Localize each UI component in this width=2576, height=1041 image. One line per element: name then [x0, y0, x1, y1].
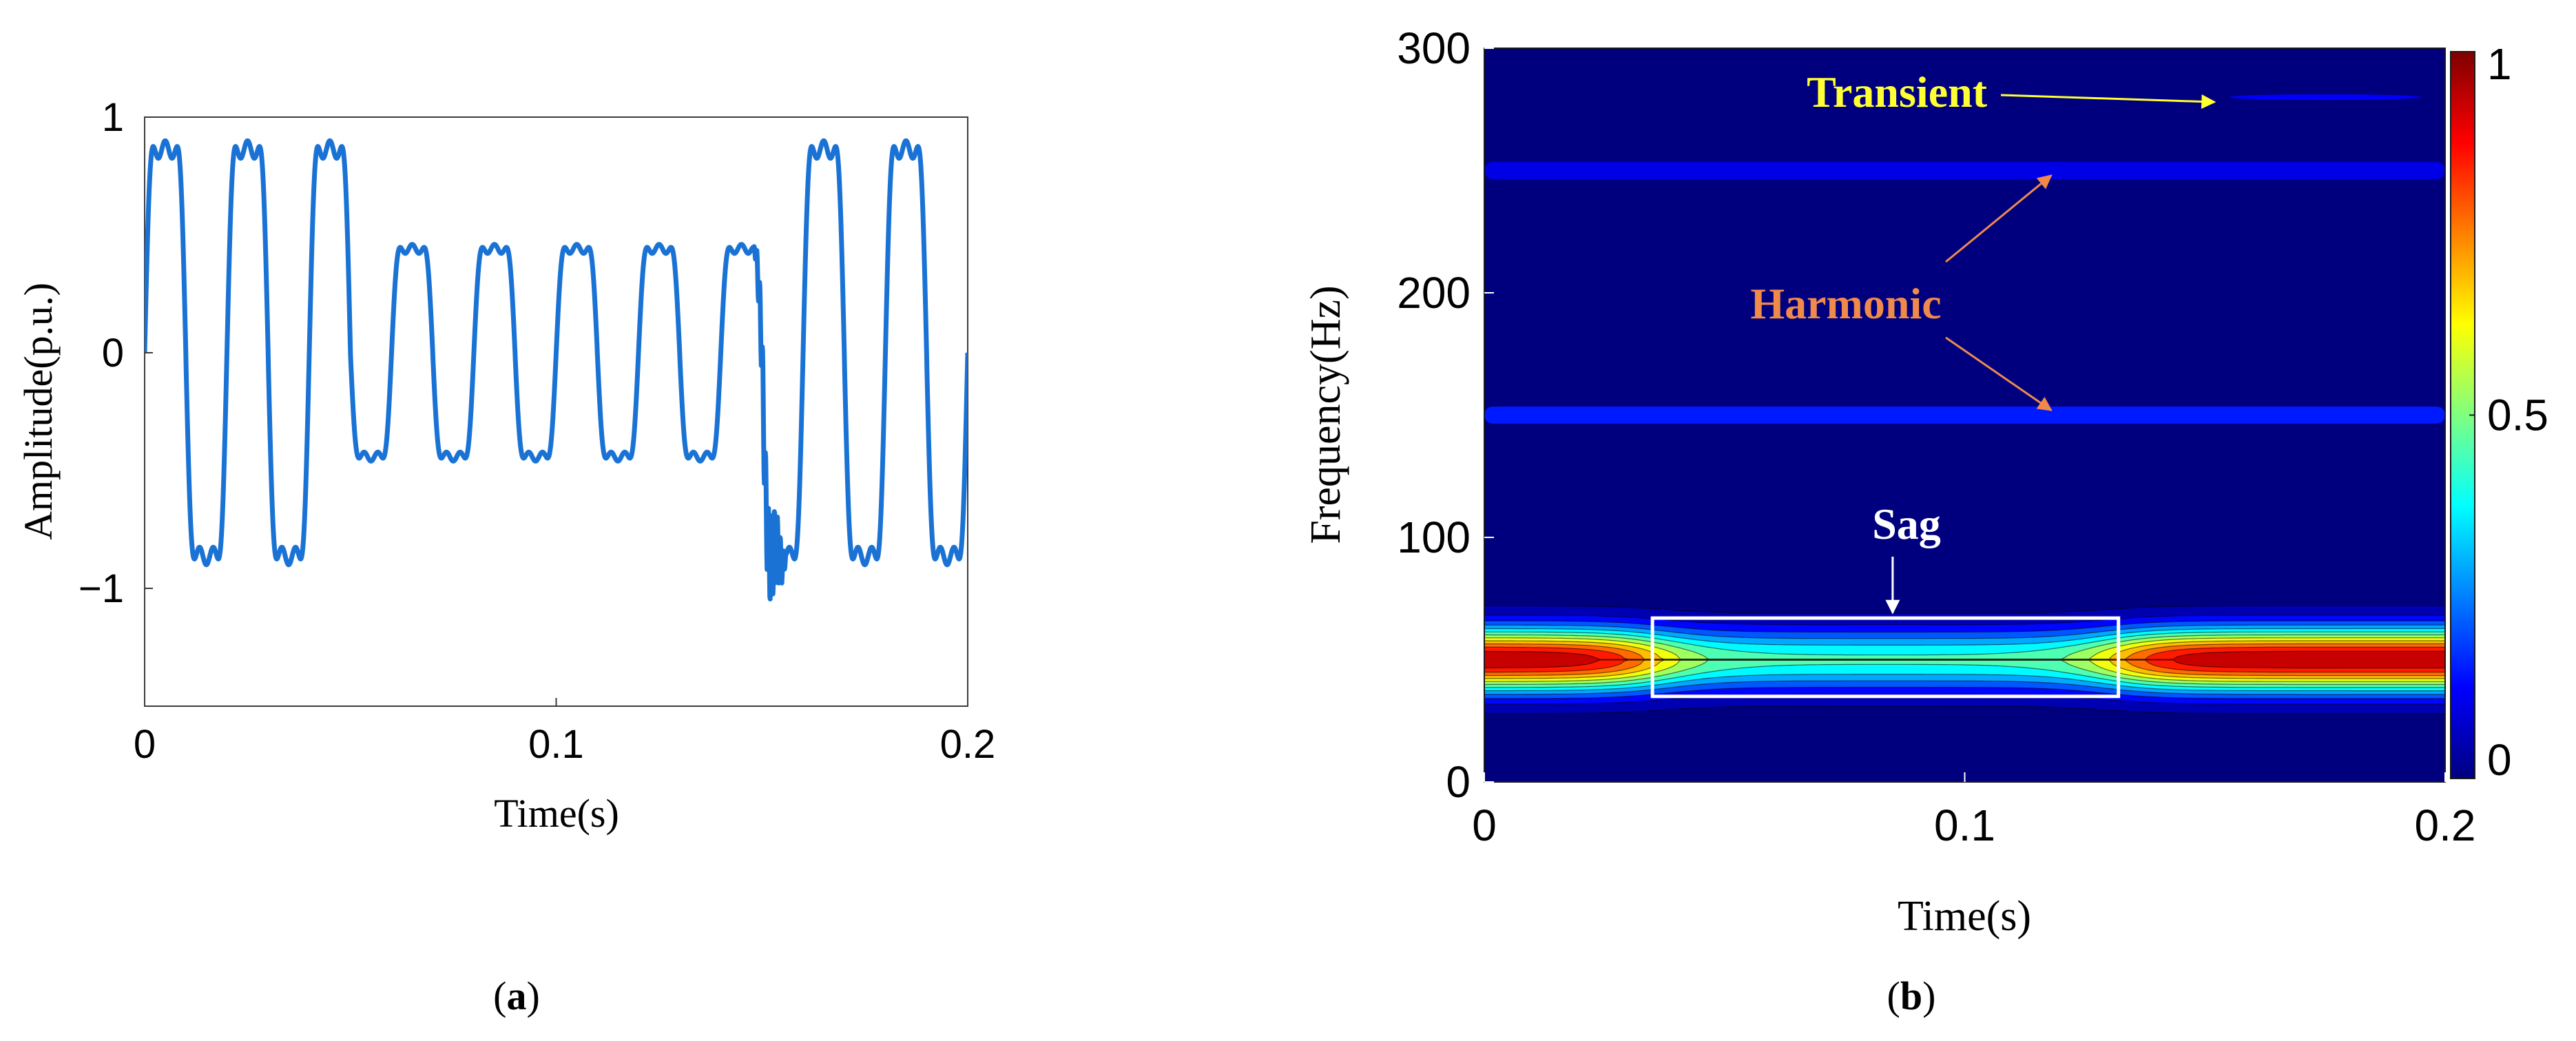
annotation-sag: Sag: [1872, 499, 1941, 548]
heatmap-y-tick-label: 100: [1397, 513, 1471, 562]
harmonic-band: [1484, 162, 2445, 179]
annotation-harmonic: Harmonic: [1750, 279, 1941, 328]
plot-a-series-line: [145, 138, 968, 601]
panel-a-label: (a): [493, 973, 540, 1018]
plot-a-y-tick-label: 1: [102, 95, 124, 140]
heatmap-x-ticks: 0 0.1 0.2: [1472, 772, 2475, 850]
sag-box: [1650, 616, 2121, 699]
heatmap-y-tick-label: 0: [1446, 757, 1471, 807]
colorbar-tick-label: 1: [2487, 39, 2512, 89]
colorbar-ticks: 00.51: [2469, 39, 2548, 785]
plot-a-y-tick-label: −1: [79, 566, 124, 611]
plot-a-background: [144, 116, 968, 707]
colorbar-tick-label: 0: [2487, 735, 2512, 785]
transient-arrow: [2000, 94, 2216, 109]
colorbar-tick-label: 0.5: [2487, 391, 2548, 440]
fundamental-contour-band: [1484, 650, 2445, 669]
plot-a-x-tick-label: 0: [134, 722, 156, 767]
plot-a-x-axis-label: Time(s): [494, 791, 619, 836]
heatmap-annotations: [1885, 94, 2216, 615]
heatmap-x-tick-label: 0.2: [2415, 801, 2476, 850]
plot-a-y-ticks: −1 0 1: [79, 95, 153, 611]
annotation-transient: Transient: [1807, 68, 1988, 116]
heatmap-y-ticks: 0 100 200 300: [1397, 23, 1494, 807]
transient-band: [2229, 94, 2422, 100]
heatmap-x-axis-label: Time(s): [1898, 893, 2031, 940]
harmonic-band: [1484, 406, 2445, 424]
plot-a-y-tick-label: 0: [102, 331, 124, 375]
harmonic-arrow: [1945, 336, 2053, 411]
plot-a-y-axis-label: Amplitude(p.u.): [16, 282, 61, 540]
heatmap-bands: [1484, 94, 2445, 714]
panel-b-label: (b): [1887, 973, 1936, 1018]
plot-a-x-tick-label: 0.2: [940, 722, 996, 767]
panel-a: 0 0.1 0.2 −1 0 1 Time(s) Amplitude(p.u.) (a): [16, 95, 995, 1018]
heatmap-x-tick-label: 0.1: [1934, 801, 1995, 850]
harmonic-arrow: [1945, 174, 2053, 263]
plot-a-x-tick-label: 0.1: [528, 722, 584, 767]
heatmap-y-tick-label: 300: [1397, 23, 1471, 73]
heatmap-x-tick-label: 0: [1472, 801, 1497, 850]
heatmap-y-axis-label: Frequency(Hz): [1302, 285, 1349, 544]
plot-a-x-ticks: 0 0.1 0.2: [134, 698, 995, 767]
heatmap-y-tick-label: 200: [1397, 268, 1471, 318]
